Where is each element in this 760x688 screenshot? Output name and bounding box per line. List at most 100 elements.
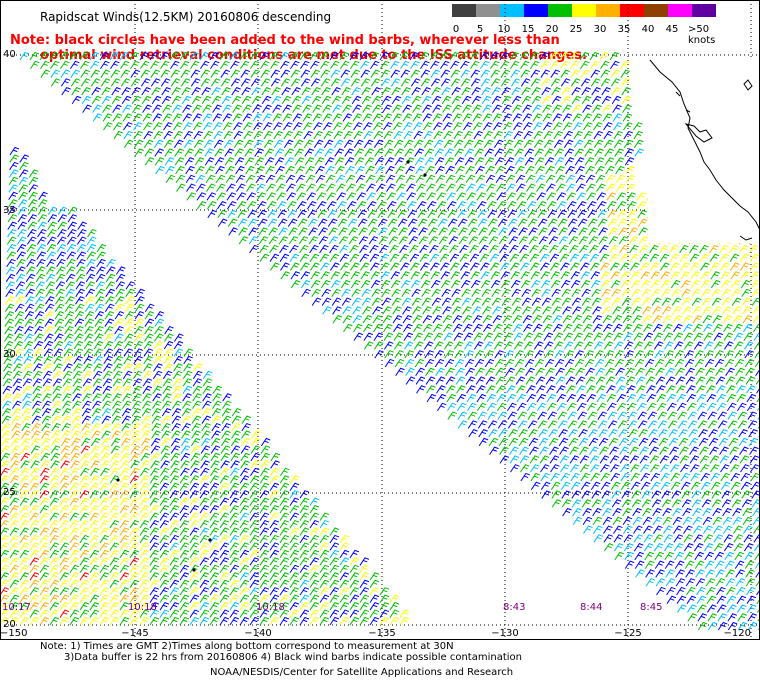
wind-barb bbox=[595, 165, 605, 175]
wind-barb bbox=[673, 525, 683, 534]
wind-barb bbox=[240, 78, 251, 87]
wind-barb bbox=[716, 402, 727, 412]
wind-barb bbox=[467, 420, 478, 429]
wind-barb bbox=[240, 437, 251, 447]
wind-barb bbox=[633, 130, 644, 140]
wind-barb bbox=[316, 192, 327, 201]
wind-barb bbox=[595, 174, 606, 184]
wind-barb bbox=[504, 157, 515, 166]
longitude-label: −125 bbox=[614, 628, 641, 639]
wind-barb bbox=[443, 341, 454, 350]
wind-barb bbox=[682, 306, 692, 315]
wind-barb bbox=[643, 542, 654, 552]
contamination-marker bbox=[423, 173, 427, 177]
wind-barb bbox=[676, 385, 686, 394]
wind-barb bbox=[19, 51, 30, 61]
wind-barb bbox=[364, 148, 374, 157]
wind-barb bbox=[708, 437, 719, 447]
wind-barb bbox=[266, 183, 276, 192]
wind-barb bbox=[607, 209, 617, 219]
wind-barb bbox=[249, 587, 260, 596]
wind-barb bbox=[659, 244, 669, 254]
wind-barb bbox=[190, 460, 200, 469]
wind-barb bbox=[217, 218, 228, 227]
wind-barb bbox=[613, 341, 624, 350]
wind-barb bbox=[64, 303, 75, 312]
wind-barb bbox=[199, 542, 210, 551]
wind-barb bbox=[402, 306, 412, 315]
wind-barb bbox=[574, 148, 584, 157]
wind-barb bbox=[620, 279, 631, 289]
wind-barb bbox=[725, 376, 736, 385]
wind-barb bbox=[592, 314, 603, 324]
wind-barb bbox=[149, 587, 160, 596]
wind-barb bbox=[103, 340, 114, 350]
wind-barb bbox=[14, 325, 24, 335]
wind-barb bbox=[584, 350, 594, 359]
wind-barb bbox=[221, 415, 232, 424]
wind-barb bbox=[205, 165, 215, 175]
wind-barb bbox=[75, 296, 85, 305]
wind-barb bbox=[423, 341, 434, 350]
wind-barb bbox=[383, 139, 394, 148]
wind-barb bbox=[593, 341, 604, 350]
wind-barb bbox=[270, 262, 280, 271]
wind-barb bbox=[19, 527, 30, 536]
wind-barb bbox=[605, 174, 616, 184]
wind-barb bbox=[49, 542, 60, 551]
wind-barb bbox=[609, 51, 620, 61]
wind-barb bbox=[96, 251, 107, 260]
wind-barb bbox=[473, 341, 484, 350]
wind-barb bbox=[713, 323, 723, 333]
wind-barb bbox=[339, 572, 350, 581]
wind-barb bbox=[365, 174, 376, 184]
wind-barb bbox=[414, 350, 424, 359]
wind-barb bbox=[338, 227, 348, 236]
wind-barb bbox=[634, 148, 644, 157]
wind-barb bbox=[749, 446, 759, 455]
wind-barb bbox=[10, 460, 20, 469]
wind-barb bbox=[476, 183, 486, 192]
wind-barb bbox=[259, 587, 270, 596]
wind-barb bbox=[214, 148, 224, 157]
wind-barb bbox=[305, 174, 316, 184]
wind-barb bbox=[329, 557, 340, 566]
wind-barb bbox=[219, 587, 230, 596]
wind-barb bbox=[99, 505, 110, 514]
wind-barb bbox=[493, 130, 504, 140]
wind-barb bbox=[79, 51, 90, 61]
wind-barb bbox=[661, 297, 672, 306]
wind-barb bbox=[362, 306, 372, 315]
wind-barb bbox=[437, 218, 448, 227]
wind-barb bbox=[491, 95, 502, 105]
wind-barb bbox=[444, 157, 455, 166]
wind-barb bbox=[630, 279, 641, 289]
wind-barb bbox=[289, 505, 300, 514]
wind-barb bbox=[71, 415, 82, 424]
wind-barb bbox=[112, 370, 123, 380]
wind-barb bbox=[561, 288, 571, 298]
wind-barb bbox=[303, 139, 314, 148]
wind-barb bbox=[285, 174, 296, 184]
wind-barb bbox=[737, 420, 748, 429]
wind-barb bbox=[209, 519, 220, 529]
wind-barb bbox=[144, 157, 155, 166]
wind-barb bbox=[704, 358, 715, 368]
wind-barb bbox=[62, 393, 72, 402]
wind-barb bbox=[706, 393, 717, 403]
wind-barb bbox=[100, 78, 111, 87]
wind-barb bbox=[662, 507, 672, 517]
wind-barb bbox=[230, 60, 240, 70]
wind-barb bbox=[505, 376, 516, 385]
wind-barb bbox=[9, 475, 20, 484]
wind-barb bbox=[219, 572, 230, 581]
wind-barb bbox=[691, 288, 701, 298]
wind-barb bbox=[570, 262, 580, 271]
wind-barb bbox=[744, 551, 754, 561]
wind-barb bbox=[678, 437, 689, 447]
wind-barb bbox=[534, 148, 544, 157]
wind-barb bbox=[43, 348, 54, 357]
wind-barb bbox=[302, 113, 313, 122]
wind-barb bbox=[586, 200, 597, 210]
wind-barb bbox=[332, 113, 343, 122]
